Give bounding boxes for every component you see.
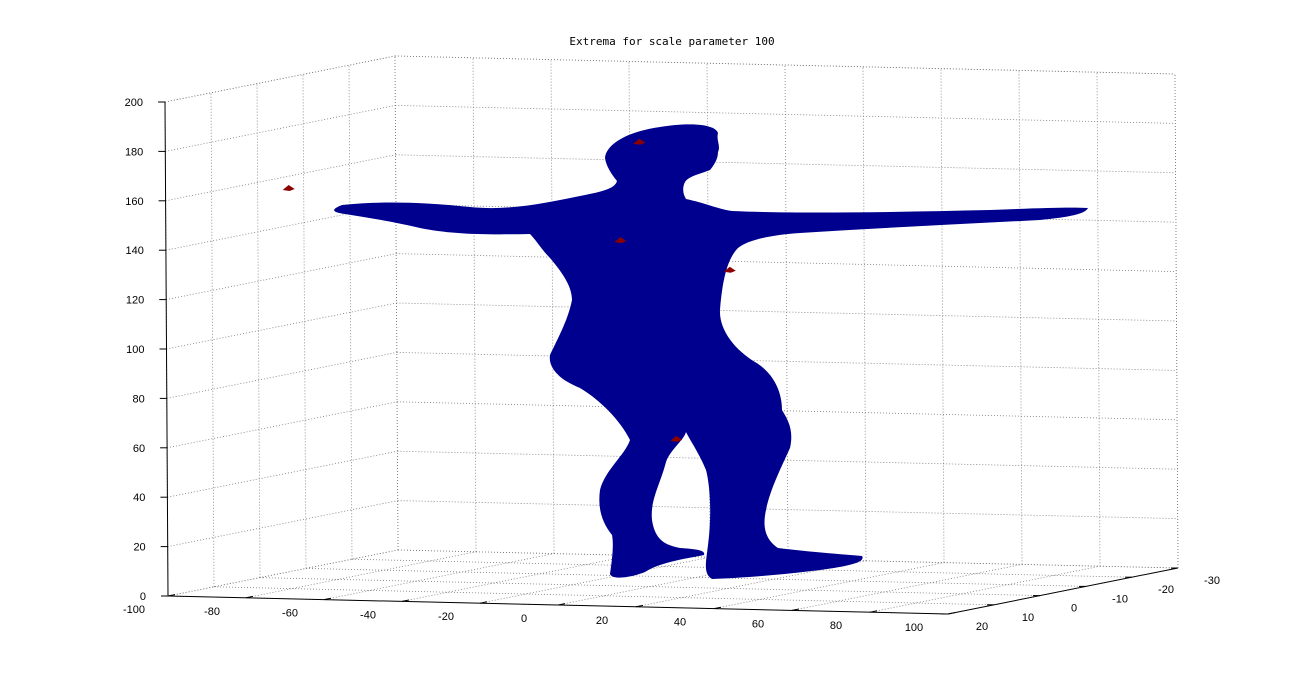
grid-line — [1018, 70, 1023, 565]
chart-title: Extrema for scale parameter 100 — [569, 35, 774, 48]
grid-line — [397, 401, 1178, 421]
z-tick-label: 60 — [133, 443, 145, 455]
grid-line — [213, 586, 995, 606]
grid-line — [256, 83, 261, 578]
x-tick-label: 40 — [674, 617, 686, 629]
y-tick-label: -30 — [1204, 575, 1220, 587]
grid-line — [713, 562, 945, 609]
x-tick-label: -40 — [360, 609, 376, 621]
grid-line — [472, 57, 477, 552]
extrema-marker — [614, 237, 627, 244]
y-tick-label: -20 — [1158, 584, 1174, 596]
grid-line — [396, 302, 1177, 322]
x-tick — [635, 604, 644, 608]
grid-line — [1174, 73, 1179, 569]
x-tick — [947, 612, 956, 615]
grid-line — [394, 55, 399, 551]
z-tick-label: 0 — [140, 591, 146, 603]
grid-line — [401, 555, 633, 602]
grid-line — [167, 500, 398, 547]
x-tick-label: -20 — [438, 611, 454, 623]
grid-line — [302, 74, 307, 569]
grid-line — [940, 68, 945, 563]
x-tick — [791, 608, 800, 611]
grid-line — [167, 549, 399, 597]
x-tick-label: 20 — [596, 615, 608, 627]
extrema-marker — [282, 184, 295, 191]
grid-line — [323, 553, 555, 600]
y-tick-label: 0 — [1071, 603, 1077, 615]
z-tick-label: 140 — [126, 245, 144, 257]
grid-line — [869, 565, 1101, 613]
x-tick — [167, 594, 176, 597]
x-tick-label: -100 — [123, 604, 145, 616]
y-tick-label: 10 — [1022, 612, 1034, 624]
extrema-marker — [633, 138, 646, 145]
grid-line — [166, 302, 397, 350]
grid-line — [166, 352, 397, 399]
grid-line — [245, 551, 477, 599]
extrema-marker — [723, 266, 736, 273]
grid-line — [165, 154, 396, 202]
grid-line — [305, 568, 1087, 587]
z-tick-label: 40 — [133, 492, 145, 504]
grid-line — [165, 105, 396, 152]
z-tick-label: 200 — [125, 97, 143, 109]
z-tick-label: 180 — [125, 146, 143, 158]
y-tick-label: 20 — [976, 621, 988, 633]
grid-line — [395, 105, 1176, 124]
z-tick-label: 20 — [133, 542, 145, 554]
x-tick-label: 100 — [905, 622, 923, 634]
grid-line — [1096, 72, 1101, 567]
x-tick-label: 60 — [752, 618, 764, 630]
grid-line — [395, 154, 1176, 174]
grid-line — [397, 500, 1178, 519]
x-tick — [323, 597, 332, 601]
grid-line — [167, 450, 398, 498]
grid-line — [396, 352, 1177, 371]
grid-line — [396, 253, 1177, 272]
y-tick-label: -10 — [1112, 593, 1128, 605]
grid-line — [479, 556, 711, 604]
grid-line — [791, 564, 1023, 611]
z-tick-label: 120 — [126, 295, 144, 307]
x-tick-label: -60 — [282, 608, 298, 620]
surface-plot — [334, 124, 1089, 580]
x-tick-label: 0 — [521, 613, 527, 625]
extrema-markers — [282, 138, 736, 442]
grid-line — [862, 66, 867, 561]
axes — [158, 101, 1179, 615]
y-axis — [947, 567, 1179, 615]
grid-line — [784, 64, 789, 560]
grid-line — [394, 55, 1176, 75]
x-tick — [479, 601, 488, 604]
x-tick — [869, 610, 878, 613]
z-tick-label: 100 — [126, 344, 144, 356]
z-tick-label: 160 — [125, 196, 143, 208]
x-tick — [401, 599, 410, 602]
x-tick-label: -80 — [204, 606, 220, 618]
x-tick-label: 80 — [830, 620, 842, 632]
grid-line — [210, 92, 215, 587]
grid-line — [397, 450, 1178, 470]
grid-line — [167, 401, 398, 449]
grid-line — [164, 55, 396, 103]
x-tick — [557, 603, 566, 606]
extrema-marker — [670, 435, 683, 442]
grid-line — [550, 59, 555, 554]
x-tick — [713, 606, 722, 610]
grid-line — [166, 253, 397, 300]
x-tick — [245, 595, 254, 599]
grid-line — [348, 65, 353, 560]
z-tick-label: 80 — [133, 393, 145, 405]
grid-line — [259, 577, 1041, 596]
human-body-surface — [334, 124, 1089, 580]
